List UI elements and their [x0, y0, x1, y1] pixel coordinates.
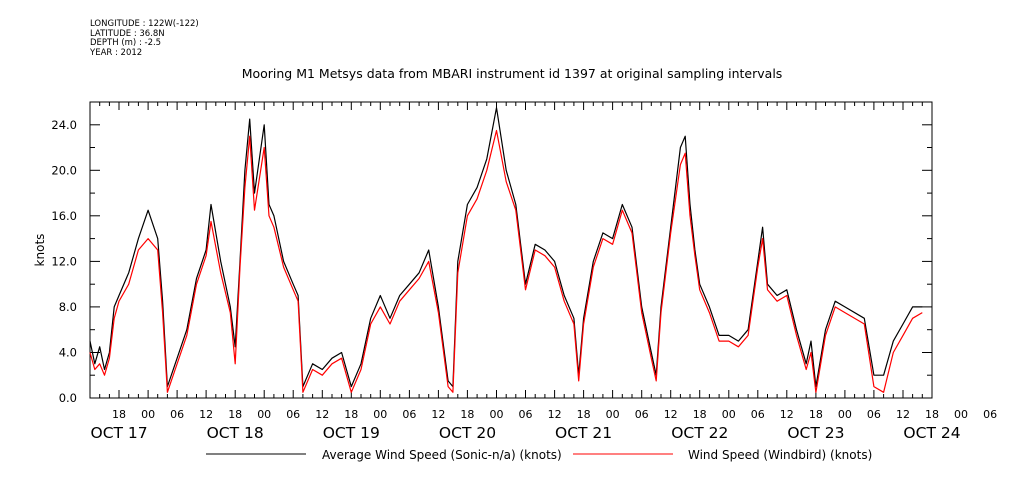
x-hour-label: 00 — [257, 408, 271, 421]
x-hour-label: 18 — [460, 408, 474, 421]
y-tick-label: 12.0 — [51, 254, 77, 268]
x-hour-label: 06 — [519, 408, 533, 421]
x-hour-label: 12 — [896, 408, 910, 421]
y-tick-label: 16.0 — [51, 209, 77, 223]
x-hour-label: 18 — [809, 408, 823, 421]
x-hour-label: 06 — [751, 408, 765, 421]
meta-year: YEAR : 2012 — [90, 47, 143, 58]
x-hour-label: 18 — [228, 408, 242, 421]
series-line-windbird — [89, 129, 923, 393]
axis-ticks — [89, 101, 933, 399]
x-hour-label: 06 — [635, 408, 649, 421]
meta-depth: DEPTH (m) : -2.5 — [90, 38, 162, 49]
x-day-label: OCT 22 — [671, 424, 728, 442]
legend-label-windbird: Wind Speed (Windbird) (knots) — [688, 448, 872, 462]
mooring-metadata: LONGITUDE : 122W(-122) LATITUDE : 36.8N … — [90, 19, 199, 58]
x-day-label: OCT 18 — [207, 424, 264, 442]
x-hour-label: 00 — [141, 408, 155, 421]
x-hour-label: 12 — [315, 408, 329, 421]
x-hour-label: 00 — [838, 408, 852, 421]
y-tick-label: 0.0 — [59, 391, 77, 405]
x-hour-label: 18 — [925, 408, 939, 421]
x-tick-labels: 18 00 06 12 18 00 06 12 18 00 06 12 18 00 06 12 18 00 06 12… — [112, 408, 997, 421]
day-labels: OCT 17 OCT 18 OCT 19 OCT 20 OCT 21 OCT 22 OCT … — [91, 424, 961, 442]
x-hour-label: 18 — [693, 408, 707, 421]
x-hour-label: 18 — [577, 408, 591, 421]
plot-frame — [89, 101, 933, 399]
legend: Average Wind Speed (Sonic-n/a) (knots) W… — [206, 448, 872, 462]
x-hour-label: 00 — [606, 408, 620, 421]
x-hour-label: 12 — [431, 408, 445, 421]
series-lines — [89, 107, 923, 393]
x-hour-label: 06 — [983, 408, 997, 421]
x-hour-label: 06 — [867, 408, 881, 421]
x-day-label: OCT 17 — [91, 424, 148, 442]
x-hour-label: 12 — [548, 408, 562, 421]
y-axis-label: knots — [33, 234, 47, 267]
x-hour-label: 06 — [402, 408, 416, 421]
chart-title: Mooring M1 Metsys data from MBARI instru… — [241, 66, 783, 81]
legend-label-average-wind: Average Wind Speed (Sonic-n/a) (knots) — [322, 448, 562, 462]
x-hour-label: 00 — [490, 408, 504, 421]
x-day-label: OCT 19 — [323, 424, 380, 442]
y-tick-label: 8.0 — [59, 300, 77, 314]
x-hour-label: 00 — [722, 408, 736, 421]
x-hour-label: 18 — [344, 408, 358, 421]
meta-latitude: LATITUDE : 36.8N — [90, 28, 165, 39]
x-hour-label: 12 — [664, 408, 678, 421]
y-tick-label: 24.0 — [51, 118, 77, 132]
meta-longitude: LONGITUDE : 122W(-122) — [90, 19, 199, 29]
x-hour-label: 18 — [112, 408, 126, 421]
x-hour-label: 06 — [286, 408, 300, 421]
y-tick-label: 20.0 — [51, 163, 77, 177]
x-day-label: OCT 20 — [439, 424, 496, 442]
x-hour-label: 00 — [373, 408, 387, 421]
x-hour-label: 00 — [954, 408, 968, 421]
x-hour-label: 12 — [780, 408, 794, 421]
x-day-label: OCT 21 — [555, 424, 612, 442]
series-line-average-wind — [89, 107, 923, 388]
x-hour-label: 06 — [170, 408, 184, 421]
y-tick-label: 4.0 — [59, 346, 77, 360]
x-day-label: OCT 24 — [903, 424, 960, 442]
y-tick-labels: 0.0 4.0 8.0 12.0 16.0 20.0 24.0 — [51, 118, 77, 405]
x-day-label: OCT 23 — [787, 424, 844, 442]
x-hour-label: 12 — [199, 408, 213, 421]
